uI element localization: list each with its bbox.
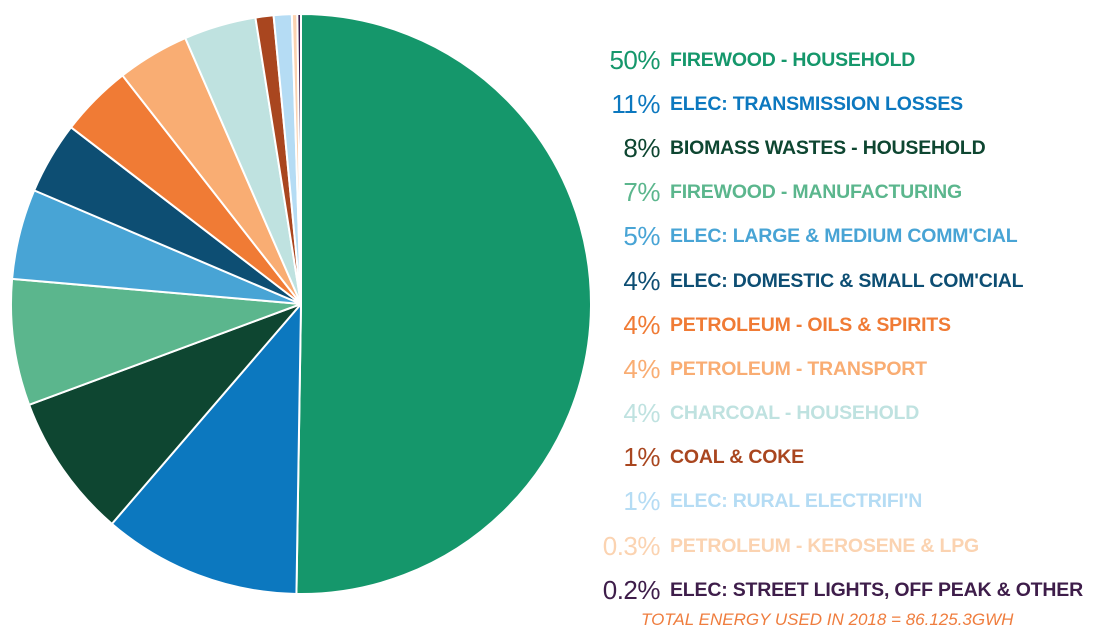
slice-label: ELEC: DOMESTIC & SMALL COM'CIAL <box>670 269 1024 292</box>
slice-percent: 8% <box>623 132 660 163</box>
slice-label: ELEC: TRANSMISSION LOSSES <box>670 92 963 115</box>
pie-slice <box>110 303 302 595</box>
slice-label: CHARCOAL - HOUSEHOLD <box>670 402 920 425</box>
legend-item: 50% FIREWOOD - HOUSEHOLD <box>580 38 1105 82</box>
slice-label: FIREWOOD - MANUFACTURING <box>670 181 963 204</box>
slice-label: PETROLEUM - OILS & SPIRITS <box>670 313 951 336</box>
slice-percent: 11% <box>611 88 660 119</box>
legend-item: 0.2% ELEC: STREET LIGHTS, OFF PEAK & OTHE… <box>580 568 1105 612</box>
pie-slice <box>296 13 302 305</box>
legend-item: 4% PETROLEUM - TRANSPORT <box>580 347 1105 391</box>
slice-percent: 4% <box>623 265 660 296</box>
legend-item: 5% ELEC: LARGE & MEDIUM COMM'CIAL <box>580 215 1105 259</box>
slice-label: ELEC: RURAL ELECTRIFI'N <box>670 490 923 513</box>
slice-label: PETROLEUM - TRANSPORT <box>670 357 927 380</box>
slice-percent: 4% <box>623 309 660 340</box>
slice-percent: 1% <box>623 442 660 473</box>
slice-percent: 50% <box>609 44 660 75</box>
slice-label: FIREWOOD - HOUSEHOLD <box>670 48 916 71</box>
pie-slice <box>295 13 592 595</box>
legend-item: 8% BIOMASS WASTES - HOUSEHOLD <box>580 126 1105 170</box>
slice-percent: 0.3% <box>602 530 661 561</box>
slice-label: ELEC: LARGE & MEDIUM COMM'CIAL <box>670 225 1018 248</box>
slice-percent: 5% <box>623 221 660 252</box>
slice-label: PETROLEUM - KEROSENE & LPG <box>670 534 979 557</box>
legend-item: 4% CHARCOAL - HOUSEHOLD <box>580 392 1105 436</box>
slice-label: ELEC: STREET LIGHTS, OFF PEAK & OTHER <box>670 578 1083 601</box>
legend-item: 7% FIREWOOD - MANUFACTURING <box>580 171 1105 215</box>
pie-slice <box>28 303 302 525</box>
slice-percent: 0.2% <box>602 574 661 605</box>
slice-label: BIOMASS WASTES - HOUSEHOLD <box>670 136 986 159</box>
total-energy-note: TOTAL ENERGY USED IN 2018 = 86.125.3GWH <box>641 610 1014 629</box>
slice-percent: 4% <box>623 398 660 429</box>
legend-item: 1% ELEC: RURAL ELECTRIFI'N <box>580 480 1105 524</box>
chart-legend: 50% FIREWOOD - HOUSEHOLD 11% ELEC: TRANSMI… <box>580 38 1105 612</box>
legend-item: 11% ELEC: TRANSMISSION LOSSES <box>580 82 1105 126</box>
slice-percent: 7% <box>623 177 660 208</box>
legend-item: 1% COAL & COKE <box>580 436 1105 480</box>
slice-percent: 4% <box>623 353 660 384</box>
slice-percent: 1% <box>623 486 660 517</box>
pie-slice <box>10 277 302 406</box>
pie-chart <box>10 13 592 595</box>
legend-item: 4% ELEC: DOMESTIC & SMALL COM'CIAL <box>580 259 1105 303</box>
legend-item: 0.3% PETROLEUM - KEROSENE & LPG <box>580 524 1105 568</box>
slice-label: COAL & COKE <box>670 446 804 469</box>
legend-item: 4% PETROLEUM - OILS & SPIRITS <box>580 303 1105 347</box>
